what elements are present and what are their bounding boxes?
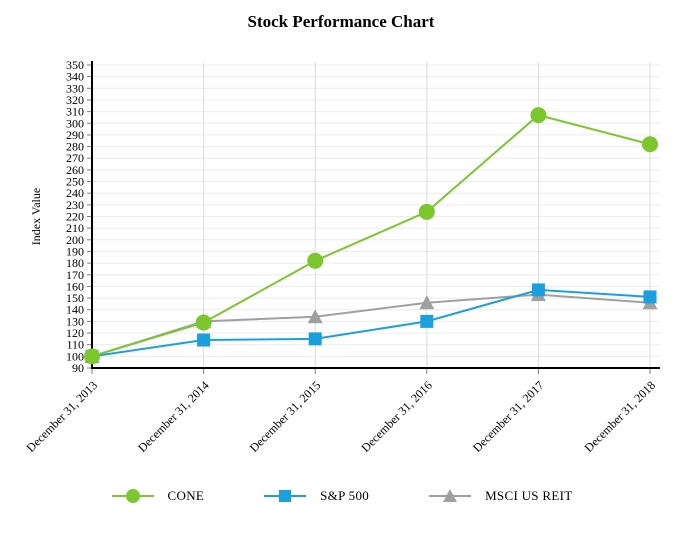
data-point-circle	[84, 348, 100, 365]
x-tick-label: December 31, 2018	[582, 378, 659, 455]
data-point-circle	[195, 314, 212, 331]
data-point-circle	[418, 203, 435, 220]
y-tick-label: 200	[66, 233, 84, 247]
data-point-square	[279, 490, 292, 502]
legend-item-cone: CONE	[110, 487, 205, 505]
chart-plot: 9010011012013014015016017018019020021022…	[24, 58, 660, 455]
data-point-circle	[307, 252, 324, 269]
y-tick-label: 340	[66, 70, 84, 84]
data-point-square	[643, 290, 657, 304]
series-line	[91, 293, 651, 358]
y-tick-label: 350	[66, 58, 84, 72]
chart-legend: CONE S&P 500 MSCI US REIT	[0, 487, 682, 505]
y-axis-title: Index Value	[29, 188, 43, 245]
y-tick-label: 90	[72, 361, 84, 375]
y-tick-label: 170	[66, 268, 84, 282]
y-tick-label: 120	[66, 326, 84, 340]
data-point-triangle	[419, 295, 435, 310]
data-point-triangle	[443, 489, 458, 502]
y-tick-label: 260	[66, 163, 84, 177]
data-point-circle	[125, 489, 140, 503]
x-tick-label: December 31, 2017	[470, 378, 547, 455]
circle-marker-icon	[111, 489, 154, 503]
series-cone	[84, 107, 658, 365]
data-point-triangle	[307, 309, 323, 324]
y-tick-label: 160	[66, 279, 84, 293]
y-tick-label: 180	[66, 256, 84, 270]
y-tick-label: 290	[66, 128, 84, 142]
y-tick-label: 130	[66, 314, 84, 328]
x-tick-label: December 31, 2016	[358, 378, 435, 455]
y-tick-label: 320	[66, 93, 84, 107]
data-point-circle	[642, 136, 658, 153]
series-line	[91, 114, 651, 358]
legend-label-cone: CONE	[167, 488, 205, 503]
y-tick-label: 310	[66, 105, 84, 119]
data-point-square	[308, 332, 322, 346]
series-s-p-500	[85, 283, 657, 363]
y-tick-label: 280	[66, 140, 84, 154]
series-line	[91, 288, 651, 358]
y-tick-label: 270	[66, 151, 84, 165]
y-tick-label: 110	[66, 338, 84, 352]
data-point-square	[197, 333, 211, 347]
y-tick-label: 250	[66, 175, 84, 189]
x-tick-label: December 31, 2015	[247, 378, 324, 455]
y-tick-label: 220	[66, 210, 84, 224]
y-tick-label: 300	[66, 116, 84, 130]
y-tick-label: 210	[66, 221, 84, 235]
legend-item-msci-us-reit: MSCI US REIT	[427, 487, 572, 505]
triangle-marker-icon	[429, 489, 472, 502]
y-tick-label: 140	[66, 303, 84, 317]
data-point-square	[420, 314, 434, 328]
y-tick-label: 100	[66, 349, 84, 363]
legend-label-sp500: S&P 500	[320, 488, 370, 503]
square-marker-icon	[264, 490, 307, 502]
y-tick-label: 150	[66, 291, 84, 305]
data-point-circle	[530, 107, 547, 124]
legend-label-msci-us-reit: MSCI US REIT	[485, 488, 573, 503]
y-tick-label: 240	[66, 186, 84, 200]
data-point-square	[531, 283, 545, 297]
y-tick-label: 330	[66, 81, 84, 95]
x-tick-label: December 31, 2014	[135, 378, 212, 455]
y-tick-label: 230	[66, 198, 84, 212]
chart-title: Stock Performance Chart	[247, 12, 435, 31]
y-tick-label: 190	[66, 244, 84, 258]
legend-item-sp500: S&P 500	[262, 487, 369, 505]
x-tick-label: December 31, 2013	[24, 378, 101, 455]
